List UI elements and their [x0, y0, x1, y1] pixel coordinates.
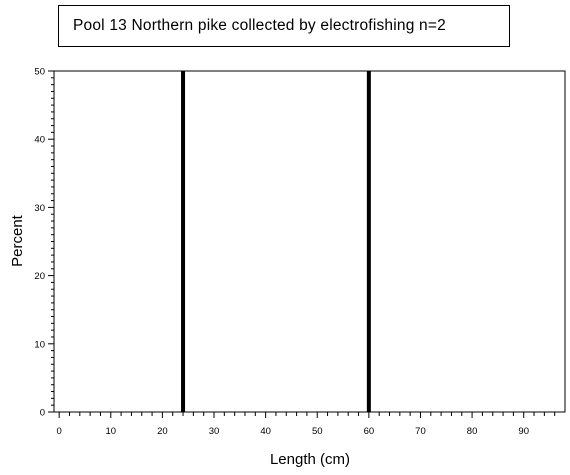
x-tick-label: 20: [157, 426, 168, 437]
x-tick-label: 90: [518, 426, 529, 437]
x-tick-label: 80: [467, 426, 478, 437]
y-tick-label: 20: [34, 271, 45, 282]
x-axis-title: Length (cm): [270, 451, 350, 468]
x-tick-label: 50: [312, 426, 323, 437]
x-tick-label: 70: [415, 426, 426, 437]
x-tick-label: 0: [57, 426, 62, 437]
x-tick-label: 60: [364, 426, 375, 437]
y-axis-title: Percent: [9, 214, 26, 267]
y-axis: 0 10 20 30 40 50: [34, 67, 54, 419]
x-tick-label: 30: [209, 426, 220, 437]
y-tick-label: 10: [34, 339, 45, 350]
x-tick-label: 10: [105, 426, 116, 437]
plot-area-frame: [53, 70, 566, 413]
chart-title: Pool 13 Northern pike collected by elect…: [73, 17, 446, 34]
y-tick-label: 30: [34, 203, 45, 214]
y-tick-label: 40: [34, 135, 45, 146]
bars-group: [181, 71, 371, 412]
x-tick-label: 40: [260, 426, 271, 437]
y-tick-label: 50: [34, 67, 45, 78]
y-tick-label: 0: [40, 408, 45, 419]
x-axis: 0 10 20 30 40 50 60 70 80 90: [57, 412, 556, 437]
chart-title-box: Pool 13 Northern pike collected by elect…: [58, 5, 510, 47]
